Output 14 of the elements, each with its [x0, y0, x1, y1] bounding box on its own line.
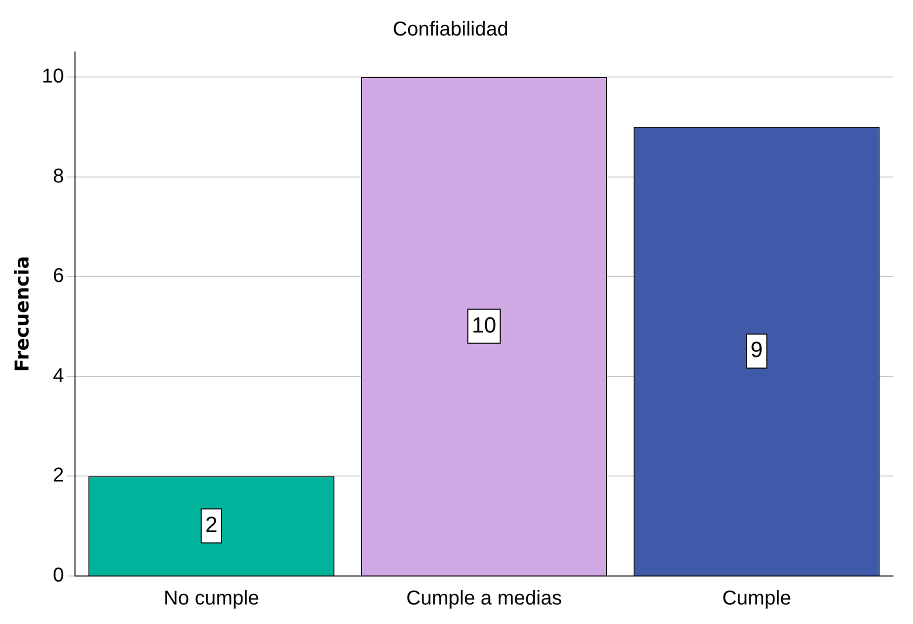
data-label: 10 [472, 312, 496, 338]
y-tick-label: 2 [52, 464, 64, 487]
x-tick-label: No cumple [164, 588, 260, 610]
x-tick-label: Cumple a medias [406, 588, 562, 610]
y-tick-label: 0 [52, 564, 64, 587]
chart-title: Confiabilidad [392, 18, 508, 41]
data-label: 9 [750, 337, 763, 362]
y-tick-label: 10 [42, 65, 64, 88]
y-tick-label: 6 [52, 265, 64, 288]
y-axis-title: Frecuencia [11, 256, 34, 372]
y-tick-label: 4 [52, 364, 64, 387]
x-tick-label: Cumple [722, 588, 792, 610]
data-label: 2 [205, 512, 218, 537]
y-tick-label: 8 [52, 165, 64, 188]
